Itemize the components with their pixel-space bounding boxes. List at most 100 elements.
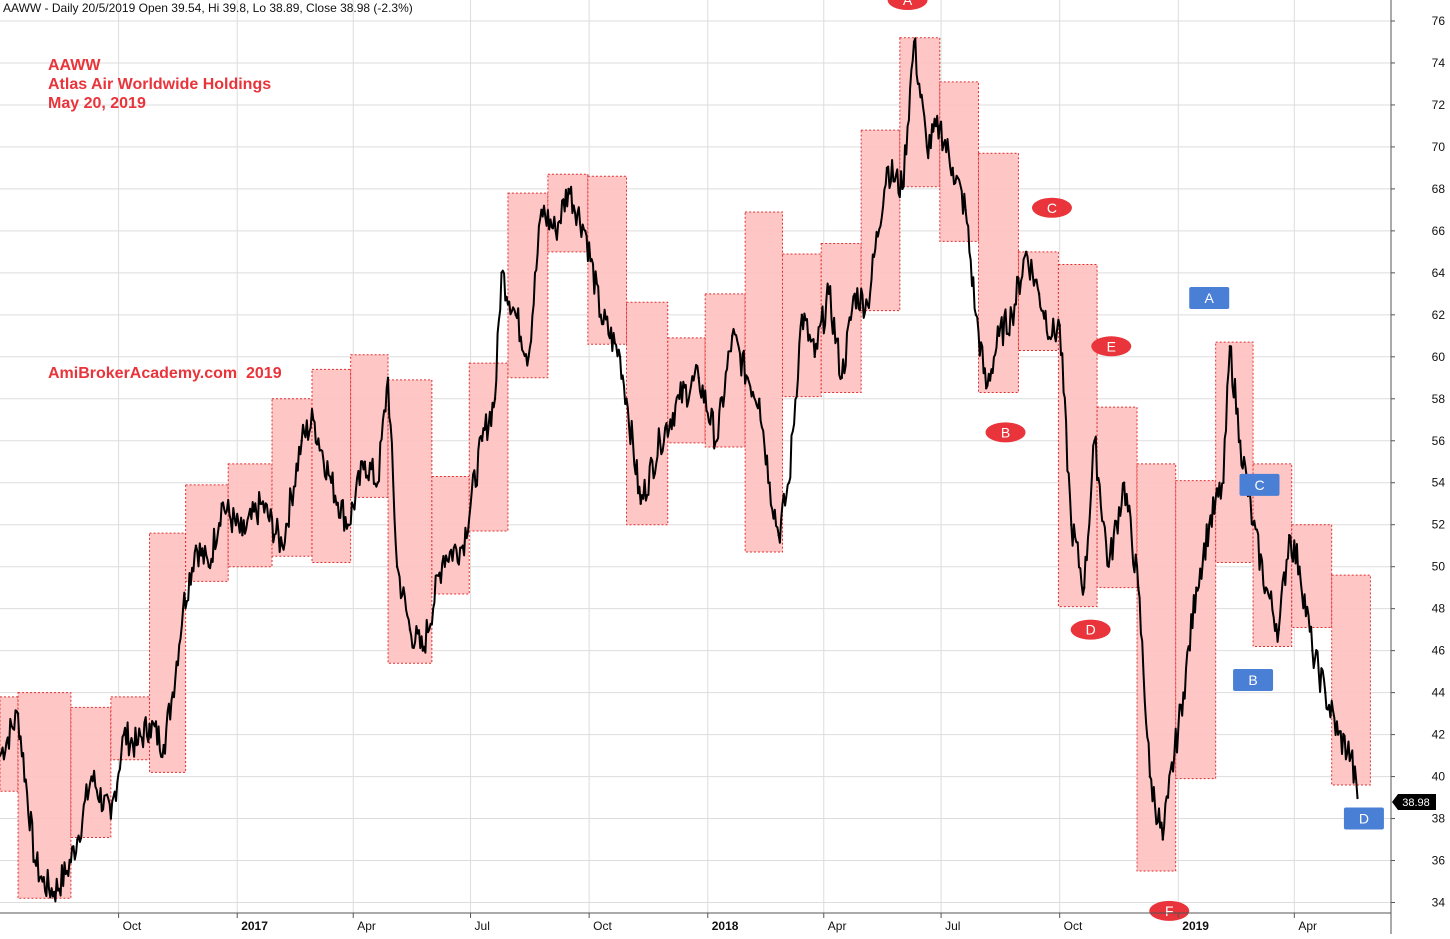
price-point (625, 397, 628, 400)
y-tick-label: 58 (1432, 392, 1446, 406)
range-box (185, 484, 229, 582)
price-point (787, 481, 791, 484)
price-point (1287, 534, 1291, 537)
price-point (1208, 523, 1211, 526)
wave-label-text: A (1205, 290, 1215, 306)
price-point (162, 743, 165, 747)
y-tick-label: 46 (1432, 644, 1446, 658)
wave-marker-red (1149, 900, 1190, 921)
range-box (468, 362, 509, 532)
price-point (1037, 292, 1041, 296)
range-box (547, 173, 589, 253)
y-tick-label: 62 (1432, 308, 1446, 322)
x-tick-label: Apr (828, 919, 847, 933)
wave-marker-blue (1343, 807, 1384, 830)
price-point (171, 691, 174, 694)
price-point (715, 439, 718, 442)
y-tick-label: 64 (1432, 266, 1446, 280)
range-box (1331, 574, 1371, 786)
price-point (768, 481, 771, 484)
range-box (507, 192, 549, 379)
y-tick-label: 56 (1432, 434, 1446, 448)
range-box (1096, 406, 1138, 589)
wave-label-text: C (1254, 477, 1264, 493)
price-point (866, 303, 869, 306)
price-point (554, 229, 557, 233)
price-point (1182, 691, 1185, 694)
wave-marker-red (1091, 336, 1132, 357)
wave-marker-blue (1189, 287, 1230, 310)
price-point (300, 439, 303, 442)
price-point (122, 733, 125, 736)
price-point (584, 229, 587, 233)
title-symbol: AAWW (48, 57, 101, 74)
y-tick-label: 50 (1432, 560, 1446, 574)
price-point (1195, 586, 1198, 589)
y-tick-label: 40 (1432, 770, 1446, 784)
price-point (1148, 775, 1152, 778)
price-point (376, 481, 379, 484)
price-point (1050, 334, 1054, 338)
x-tick-label: 2018 (712, 919, 739, 933)
range-boxes (0, 37, 1371, 899)
wave-marker-blue (1239, 473, 1280, 496)
price-point (1137, 586, 1140, 589)
price-point (480, 439, 484, 442)
price-point (33, 859, 37, 862)
price-point (386, 376, 390, 379)
price-point (241, 534, 244, 537)
range-box (744, 211, 784, 553)
wave-labels: A B C D E F A C B D (887, 0, 1384, 921)
wave-marker-red (1031, 197, 1072, 218)
price-point (330, 481, 333, 484)
price-point (1107, 565, 1110, 568)
price-point (109, 817, 113, 820)
price-point (363, 460, 367, 463)
y-tick-label: 70 (1432, 140, 1446, 154)
price-point (1122, 481, 1126, 484)
price-point (813, 355, 816, 359)
wave-label-text: D (1086, 622, 1096, 638)
price-point (1024, 250, 1028, 254)
range-box (1175, 480, 1217, 780)
header-text: AAWW - Daily 20/5/2019 Open 39.54, Hi 39… (3, 1, 413, 15)
price-point (135, 743, 138, 747)
price-point (731, 334, 734, 338)
price-point (76, 838, 79, 841)
range-box (1215, 341, 1254, 563)
price-point (194, 544, 198, 547)
price-point (938, 124, 941, 128)
price-point (777, 534, 780, 537)
y-tick-label: 74 (1432, 56, 1446, 70)
price-point (220, 502, 223, 505)
x-tick-label: Apr (1298, 919, 1317, 933)
price-point (1166, 796, 1170, 799)
price-point (1010, 313, 1014, 317)
price-point (514, 313, 517, 317)
x-tick-label: 2019 (1182, 919, 1209, 933)
price-point (1238, 439, 1242, 442)
y-tick-label: 66 (1432, 224, 1446, 238)
price-point (395, 565, 399, 568)
wave-label-text: C (1047, 200, 1057, 216)
price-point (853, 292, 856, 296)
title-company: Atlas Air Worldwide Holdings (48, 76, 271, 93)
price-point (90, 775, 93, 778)
y-tick-label: 42 (1432, 728, 1446, 742)
price-point (885, 166, 889, 170)
y-tick-label: 44 (1432, 686, 1446, 700)
price-point (461, 544, 465, 547)
price-point (1070, 523, 1073, 526)
price-point (951, 166, 954, 170)
y-tick-label: 38 (1432, 812, 1446, 826)
wave-marker-red (1070, 619, 1111, 640)
y-tick-label: 36 (1432, 854, 1446, 868)
price-point (1082, 586, 1086, 589)
price-point (442, 554, 445, 558)
price-point (658, 439, 662, 442)
wave-label-text: B (1248, 672, 1257, 688)
range-box (626, 301, 669, 526)
price-point (1336, 733, 1340, 736)
price-point (758, 397, 761, 400)
